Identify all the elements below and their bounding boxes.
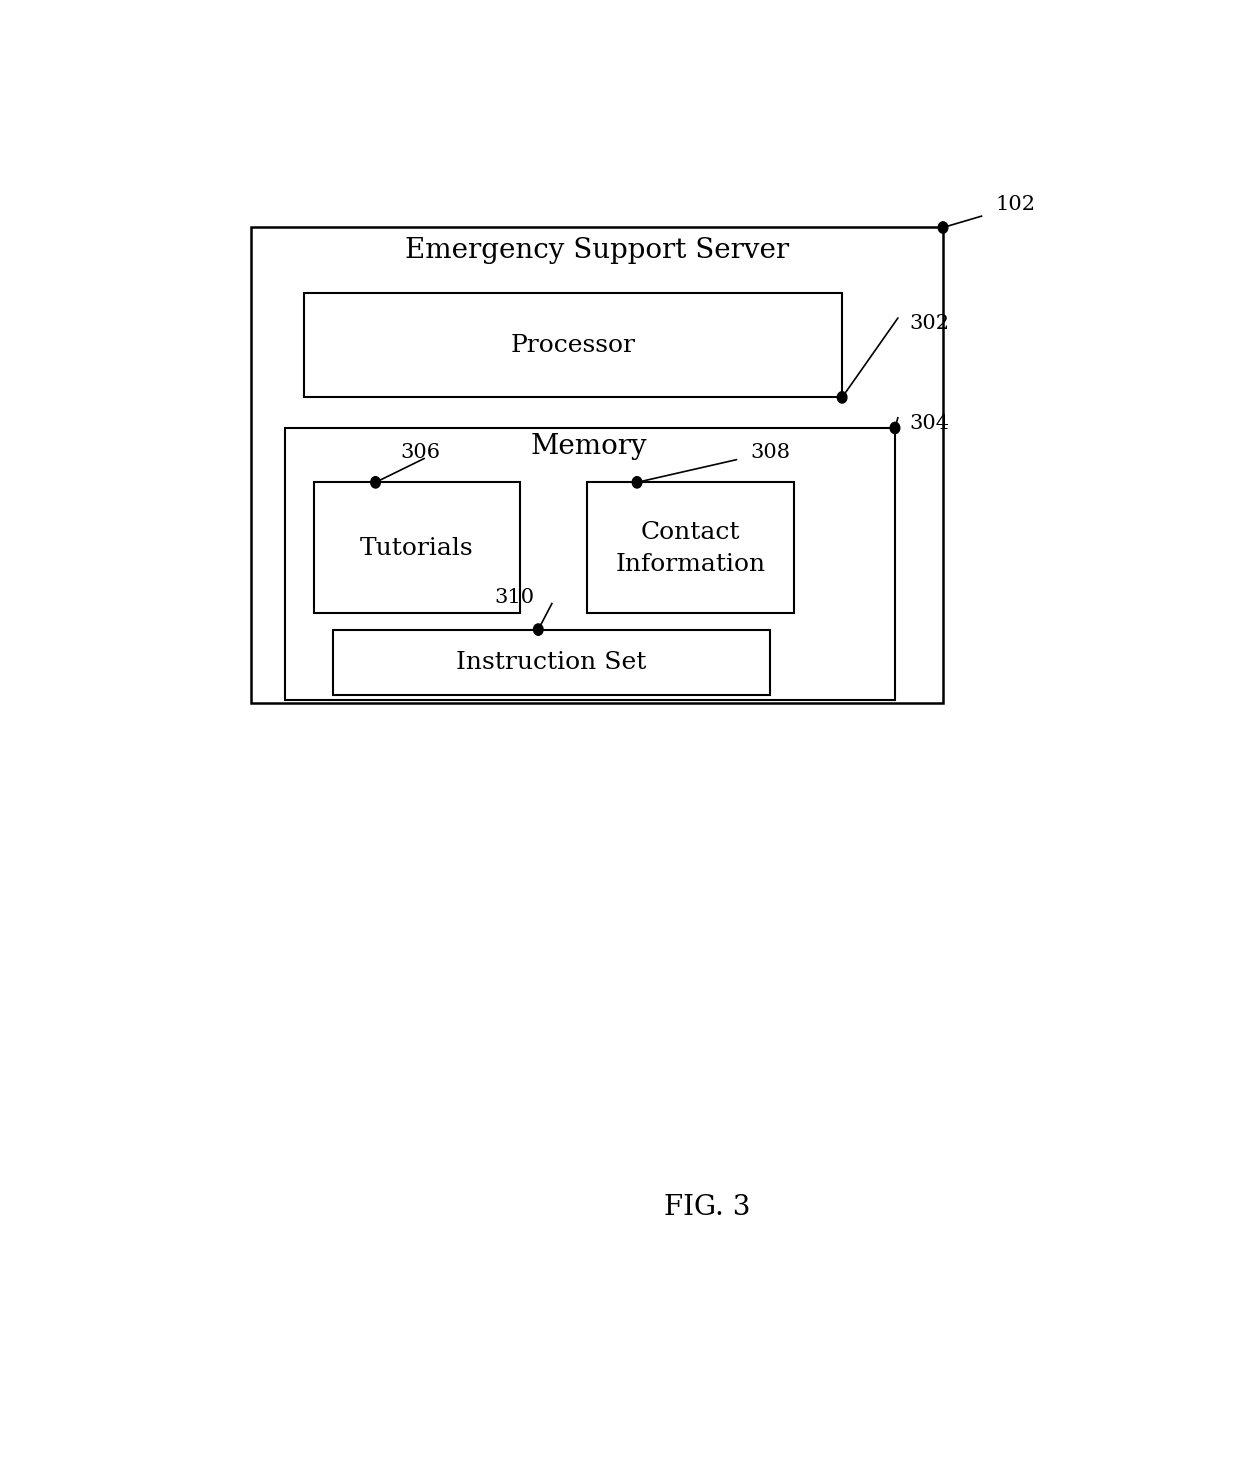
Bar [314, 482, 521, 612]
Circle shape [632, 477, 642, 488]
Text: Memory: Memory [531, 432, 647, 459]
Circle shape [890, 422, 900, 434]
Text: 304: 304 [909, 413, 950, 432]
Text: 306: 306 [401, 443, 440, 462]
Bar [285, 428, 895, 700]
Bar [250, 228, 942, 703]
Text: Instruction Set: Instruction Set [456, 652, 646, 674]
Circle shape [371, 477, 381, 488]
Bar [304, 293, 842, 397]
Text: 308: 308 [751, 443, 791, 462]
Circle shape [533, 624, 543, 635]
Text: FIG. 3: FIG. 3 [665, 1194, 750, 1221]
Text: 102: 102 [996, 196, 1035, 215]
Circle shape [939, 222, 947, 232]
Text: Emergency Support Server: Emergency Support Server [405, 237, 789, 263]
Text: 302: 302 [909, 315, 950, 334]
Text: Processor: Processor [511, 334, 636, 357]
Bar [588, 482, 794, 612]
Bar [332, 630, 770, 696]
Text: 310: 310 [495, 588, 534, 608]
Text: Contact
Information: Contact Information [615, 521, 765, 575]
Circle shape [837, 391, 847, 403]
Text: Tutorials: Tutorials [360, 537, 474, 559]
